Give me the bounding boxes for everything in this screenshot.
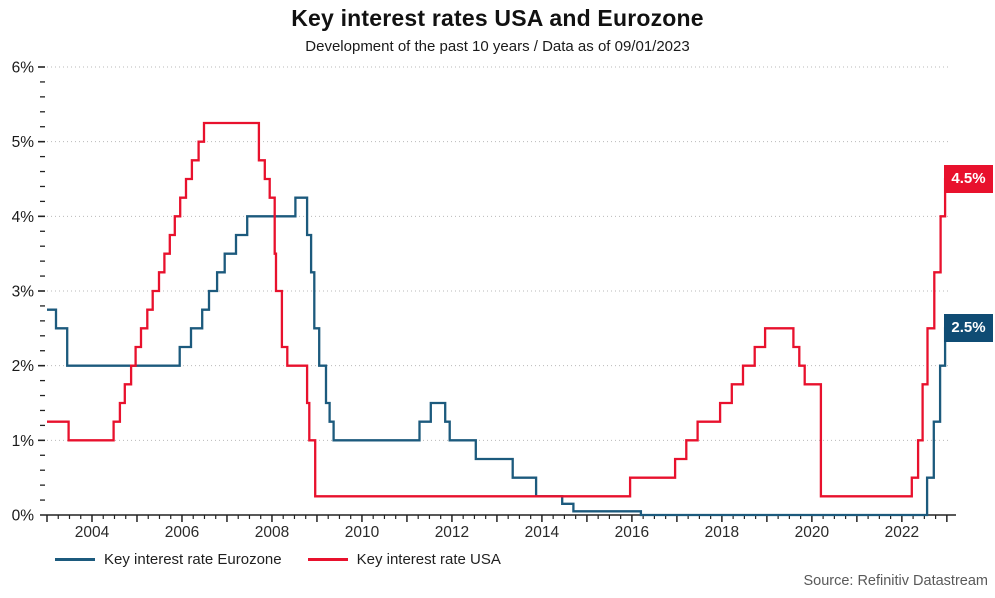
x-tick-label: 2006 — [165, 524, 199, 541]
x-tick-label: 2008 — [255, 524, 289, 541]
usa-line — [47, 121, 949, 498]
legend-label-eurozone: Key interest rate Eurozone — [104, 551, 282, 568]
legend-item-usa: Key interest rate USA — [307, 551, 501, 568]
source-note: Source: Refinitiv Datastream — [803, 573, 988, 589]
x-tick-label: 2022 — [885, 524, 919, 541]
y-tick-label: 3% — [12, 284, 35, 301]
chart-title: Key interest rates USA and Eurozone — [291, 5, 704, 31]
usa-end-label: 4.5% — [944, 165, 993, 193]
legend-item-eurozone: Key interest rate Eurozone — [55, 551, 282, 568]
x-tick-label: 2010 — [345, 524, 380, 541]
legend: Key interest rate Eurozone Key interest … — [55, 551, 501, 568]
y-tick-label: 0% — [12, 508, 35, 525]
y-tick-label: 1% — [12, 433, 35, 450]
y-tick-label: 6% — [12, 60, 35, 77]
x-tick-label: 2012 — [435, 524, 469, 541]
eurozone-line-swatch — [55, 558, 95, 561]
eurozone-end-label: 2.5% — [944, 314, 993, 342]
x-tick-label: 2004 — [75, 524, 110, 541]
x-tick-label: 2016 — [615, 524, 649, 541]
x-tick-label: 2014 — [525, 524, 560, 541]
y-tick-label: 2% — [12, 358, 35, 375]
y-tick-label: 5% — [12, 134, 35, 151]
eurozone-line — [47, 196, 949, 517]
y-tick-label: 4% — [12, 209, 35, 226]
legend-label-usa: Key interest rate USA — [356, 551, 501, 568]
chart-subtitle: Development of the past 10 years / Data … — [305, 38, 690, 55]
x-tick-label: 2020 — [795, 524, 830, 541]
x-tick-label: 2018 — [705, 524, 739, 541]
usa-line-swatch — [307, 558, 348, 561]
